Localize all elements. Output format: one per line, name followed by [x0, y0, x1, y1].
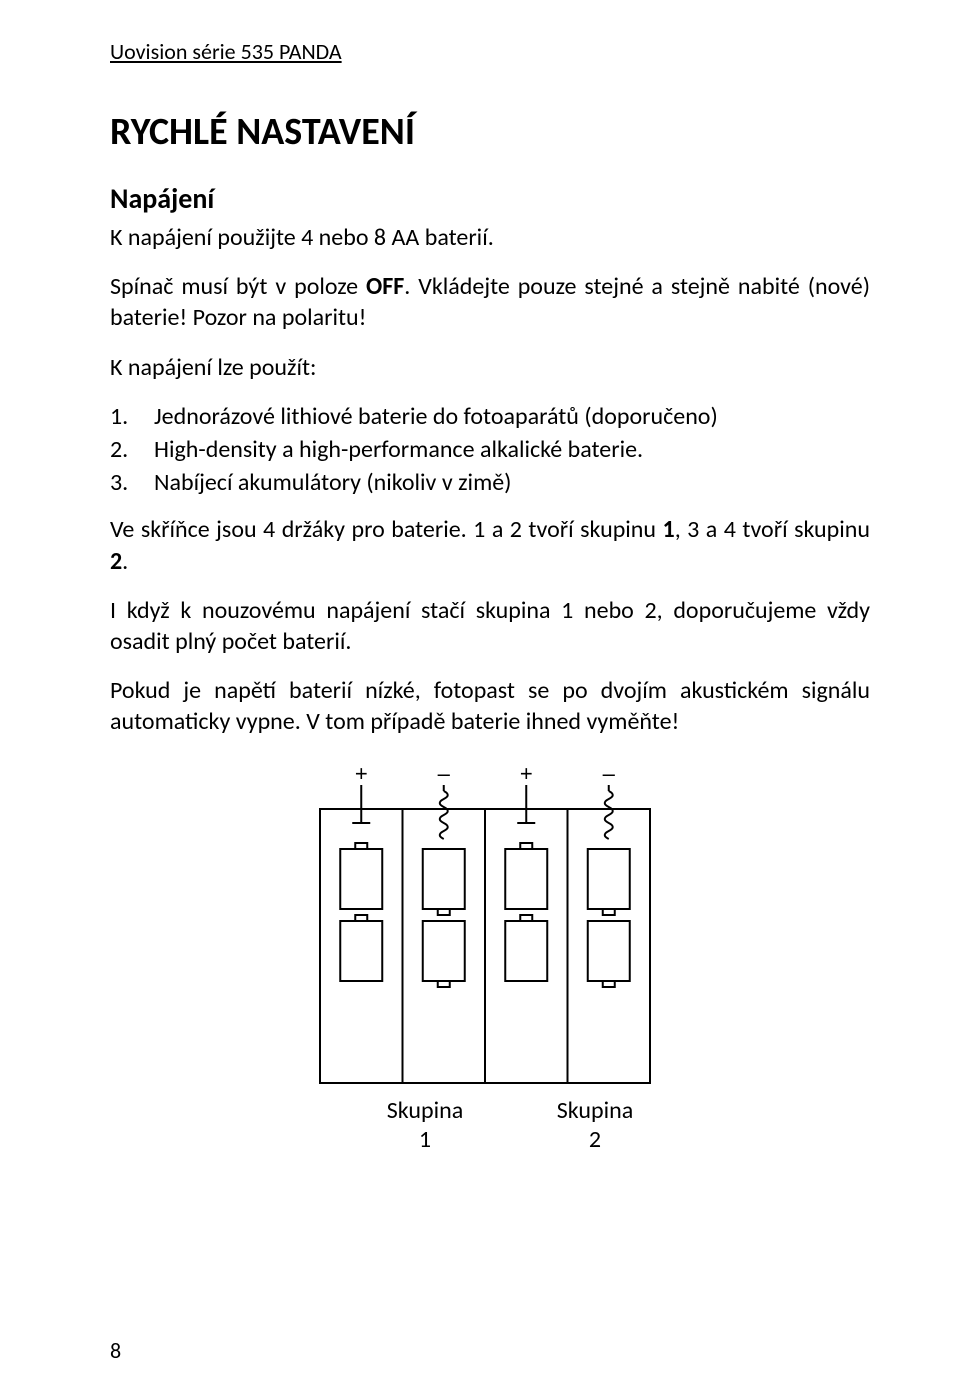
paragraph-use: K napájení lze použít:: [110, 352, 870, 383]
list-num: 1.: [110, 401, 154, 432]
paragraph-low-voltage: Pokud je napětí baterií nízké, fotopast …: [110, 675, 870, 737]
svg-text:–: –: [438, 761, 451, 786]
label-number: 2: [510, 1126, 680, 1155]
text: Ve skříňce jsou 4 držáky pro baterie. 1 …: [110, 515, 663, 544]
list-text: High-density a high-performance alkalick…: [154, 435, 643, 464]
section-title: Napájení: [110, 181, 870, 216]
svg-text:+: +: [520, 761, 533, 786]
svg-text:+: +: [355, 761, 368, 786]
svg-text:–: –: [603, 761, 616, 786]
text: .: [122, 547, 128, 576]
battery-diagram-container: + – + – Skupina 1 Skupina 2: [110, 761, 870, 1155]
paragraph-switch: Spínač musí být v poloze OFF. Vkládejte …: [110, 271, 870, 333]
text: Spínač musí být v poloze: [110, 272, 366, 301]
document-header: Uovision série 535 PANDA: [110, 38, 870, 65]
label-text: Skupina: [557, 1096, 633, 1125]
group-1-label: Skupina 1: [340, 1097, 510, 1155]
label-text: Skupina: [387, 1096, 463, 1125]
list-num: 3.: [110, 467, 154, 498]
battery-compartment-diagram: + – + –: [300, 761, 670, 1091]
group-num: 1: [663, 515, 675, 544]
diagram-group-labels: Skupina 1 Skupina 2: [300, 1097, 680, 1155]
list-item: 3.Nabíjecí akumulátory (nikoliv v zimě): [110, 467, 870, 498]
text: , 3 a 4 tvoří skupinu: [675, 515, 870, 544]
paragraph-recommendation: I když k nouzovému napájení stačí skupin…: [110, 595, 870, 657]
battery-type-list: 1.Jednorázové lithiové baterie do fotoap…: [110, 401, 870, 499]
page-title: RYCHLÉ NASTAVENÍ: [110, 109, 870, 155]
list-item: 1.Jednorázové lithiové baterie do fotoap…: [110, 401, 870, 432]
group-num: 2: [110, 547, 122, 576]
battery-diagram: + – + – Skupina 1 Skupina 2: [300, 761, 680, 1155]
paragraph-intro: K napájení použijte 4 nebo 8 AA baterií.: [110, 222, 870, 253]
label-number: 1: [340, 1126, 510, 1155]
list-text: Nabíjecí akumulátory (nikoliv v zimě): [154, 468, 511, 497]
group-2-label: Skupina 2: [510, 1097, 680, 1155]
page-number: 8: [110, 1337, 121, 1364]
list-item: 2.High-density a high-performance alkali…: [110, 434, 870, 465]
list-text: Jednorázové lithiové baterie do fotoapar…: [154, 402, 718, 431]
list-num: 2.: [110, 434, 154, 465]
mode-off: OFF: [366, 272, 404, 301]
paragraph-groups: Ve skříňce jsou 4 držáky pro baterie. 1 …: [110, 514, 870, 576]
